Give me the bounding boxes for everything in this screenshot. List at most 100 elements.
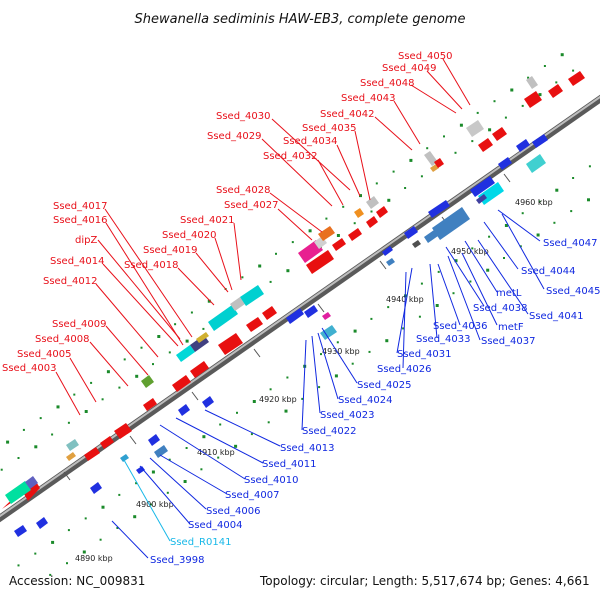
gene-arrow[interactable]	[304, 305, 318, 318]
gene-arrow[interactable]	[190, 361, 209, 378]
gene-arrow[interactable]	[470, 176, 495, 197]
gene-label[interactable]: Ssed_4029	[207, 131, 262, 142]
gene-arrow[interactable]	[172, 375, 191, 392]
gene-box[interactable]	[424, 230, 438, 243]
gene-box[interactable]	[120, 454, 129, 462]
gene-label[interactable]: Ssed_4010	[244, 475, 299, 486]
gene-label[interactable]: Ssed_4048	[360, 78, 415, 89]
gene-box[interactable]	[318, 226, 335, 241]
gene-label[interactable]: Ssed_4020	[162, 230, 217, 241]
gene-arrow[interactable]	[84, 447, 100, 461]
gene-arrow[interactable]	[434, 158, 444, 168]
gene-label[interactable]: Ssed_4030	[216, 111, 271, 122]
gene-label[interactable]: Ssed_4028	[216, 185, 271, 196]
gene-label[interactable]: Ssed_4031	[397, 349, 452, 360]
gene-label[interactable]: Ssed_4005	[17, 349, 72, 360]
gene-arrow[interactable]	[36, 517, 48, 529]
gene-label[interactable]: Ssed_4023	[320, 410, 375, 421]
gene-box[interactable]	[476, 194, 487, 204]
gene-box[interactable]	[322, 312, 331, 320]
gene-arrow[interactable]	[516, 139, 530, 152]
gene-label[interactable]: Ssed_4038	[473, 303, 528, 314]
gene-label[interactable]: Ssed_4041	[529, 311, 584, 322]
gene-box[interactable]	[354, 208, 364, 218]
gene-label[interactable]: metF	[498, 322, 524, 333]
gene-arrow[interactable]	[568, 71, 585, 86]
gene-label[interactable]: Ssed_4004	[188, 520, 243, 531]
gene-label[interactable]: Ssed_4021	[180, 215, 235, 226]
gene-box[interactable]	[386, 258, 395, 266]
gene-label[interactable]: Ssed_4013	[280, 443, 335, 454]
gene-label[interactable]: Ssed_4025	[357, 380, 412, 391]
gene-arrow[interactable]	[114, 423, 132, 439]
gene-label[interactable]: Ssed_4022	[302, 426, 357, 437]
gene-label[interactable]: Ssed_4045	[546, 286, 600, 297]
gene-label[interactable]: Ssed_4037	[481, 336, 536, 347]
gene-arrow[interactable]	[14, 525, 27, 537]
gene-label[interactable]: Ssed_4050	[398, 51, 453, 62]
gene-arrow[interactable]	[306, 250, 334, 274]
gene-box[interactable]	[526, 76, 538, 89]
gene-label[interactable]: Ssed_4049	[382, 63, 437, 74]
gene-arrow[interactable]	[478, 138, 493, 152]
gene-label[interactable]: Ssed_4047	[543, 238, 598, 249]
gene-box[interactable]	[240, 285, 264, 306]
gene-arrow[interactable]	[100, 436, 114, 449]
gene-arrow[interactable]	[366, 216, 378, 228]
gene-box[interactable]	[526, 154, 546, 173]
gene-label[interactable]: Ssed_4018	[124, 260, 179, 271]
gene-label[interactable]: Ssed_4019	[143, 245, 198, 256]
gene-box[interactable]	[196, 332, 209, 343]
gene-arrow[interactable]	[286, 308, 304, 324]
gene-label[interactable]: Ssed_4007	[225, 490, 280, 501]
gene-label[interactable]: Ssed_4016	[53, 215, 108, 226]
gene-arrow[interactable]	[90, 482, 102, 494]
gene-box[interactable]	[176, 345, 195, 362]
gene-label[interactable]: dipZ	[75, 235, 97, 246]
gene-box[interactable]	[141, 375, 154, 388]
gene-arrow[interactable]	[143, 398, 157, 411]
gene-box[interactable]	[154, 445, 168, 458]
gene-label[interactable]: metL	[496, 288, 522, 299]
gene-label[interactable]: Ssed_4012	[43, 276, 98, 287]
gene-arrow[interactable]	[218, 333, 243, 355]
gene-label[interactable]: Ssed_4034	[283, 136, 338, 147]
gene-label[interactable]: Ssed_4044	[521, 266, 576, 277]
gene-label[interactable]: Ssed_4009	[52, 319, 107, 330]
gene-arrow[interactable]	[348, 228, 362, 241]
gene-arrow[interactable]	[492, 127, 507, 141]
gene-arrow[interactable]	[262, 306, 277, 320]
gene-label[interactable]: Ssed_4014	[50, 256, 105, 267]
gene-arrow[interactable]	[148, 434, 160, 446]
gene-box[interactable]	[432, 207, 470, 240]
gene-label[interactable]: Ssed_R0141	[170, 537, 231, 548]
gene-label[interactable]: Ssed_4027	[224, 200, 279, 211]
gene-box[interactable]	[230, 297, 245, 311]
gene-box[interactable]	[5, 481, 31, 504]
gene-arrow[interactable]	[136, 466, 145, 474]
gene-label[interactable]: Ssed_4006	[206, 506, 261, 517]
gene-label[interactable]: Ssed_4008	[35, 334, 90, 345]
gene-box[interactable]	[66, 452, 76, 461]
gene-label[interactable]: Ssed_4003	[2, 363, 57, 374]
gene-arrow[interactable]	[498, 157, 512, 170]
gene-box[interactable]	[25, 476, 38, 489]
gene-arrow[interactable]	[428, 200, 450, 218]
gene-arrow[interactable]	[246, 317, 263, 332]
gene-arrow[interactable]	[202, 396, 214, 408]
gene-label[interactable]: Ssed_4024	[338, 395, 393, 406]
gene-label[interactable]: Ssed_4032	[263, 151, 318, 162]
gene-box[interactable]	[208, 305, 238, 331]
gene-arrow[interactable]	[332, 238, 346, 251]
gene-label[interactable]: Ssed_4036	[433, 321, 488, 332]
gene-arrow[interactable]	[524, 91, 542, 108]
gene-label[interactable]: Ssed_3998	[150, 555, 205, 566]
gene-box[interactable]	[366, 196, 379, 209]
gene-label[interactable]: Ssed_4043	[341, 93, 396, 104]
gene-label[interactable]: Ssed_4042	[320, 109, 375, 120]
gene-arrow[interactable]	[532, 134, 548, 148]
gene-arrow[interactable]	[548, 84, 563, 98]
gene-arrow[interactable]	[376, 206, 388, 218]
gene-box[interactable]	[66, 439, 79, 451]
gene-box[interactable]	[320, 325, 337, 340]
